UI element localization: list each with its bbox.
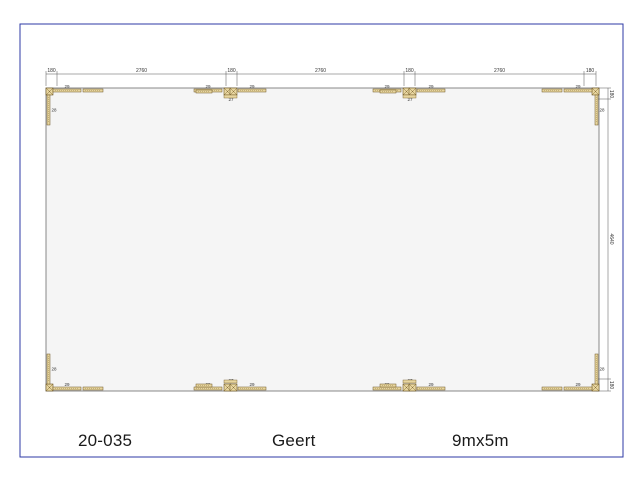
post-plate xyxy=(223,94,238,99)
dimension-lines: 180 2760 180 2760 180 2760 180 180 4640 180 xyxy=(45,68,614,392)
post-cross xyxy=(229,87,238,96)
beam-label: 29 xyxy=(249,84,255,89)
post-label: 27 xyxy=(407,97,413,102)
project-number: 20-035 xyxy=(78,431,133,450)
post-cross xyxy=(591,87,600,96)
floor-outline xyxy=(45,87,600,392)
beam-label: 29 xyxy=(575,382,581,387)
top-dimension-label: 2760 xyxy=(494,68,505,74)
top-dimension-label: 180 xyxy=(586,68,595,74)
beam-label: 29 xyxy=(428,84,434,89)
post-cross xyxy=(45,383,54,392)
top-dimension-label: 180 xyxy=(227,68,236,74)
top-dimension-label: 180 xyxy=(405,68,414,74)
drawing-frame xyxy=(19,23,624,458)
right-dimension-label: 180 xyxy=(608,381,614,390)
post-cross xyxy=(408,87,417,96)
beam-label: 29 xyxy=(428,382,434,387)
post-cross xyxy=(45,87,54,96)
post-label: 27 xyxy=(228,97,234,102)
client-name: Geert xyxy=(272,431,316,450)
beam-label: 29 xyxy=(249,382,255,387)
top-dimension-label: 180 xyxy=(47,68,56,74)
timber-members: 2928292829282928292927292927292927292927 xyxy=(45,84,605,392)
beam-label: 28 xyxy=(599,108,605,113)
post-plate xyxy=(402,379,417,384)
beam-label: 29 xyxy=(205,84,211,89)
right-dimension-label: 180 xyxy=(608,90,614,99)
beam-label: 28 xyxy=(51,367,57,372)
beam-label: 28 xyxy=(599,367,605,372)
top-dimension-label: 2760 xyxy=(136,68,147,74)
beam-label: 28 xyxy=(51,108,57,113)
right-dimension-label: 4640 xyxy=(608,233,614,244)
top-dimension-label: 2760 xyxy=(315,68,326,74)
post-plate xyxy=(402,94,417,99)
size-label: 9mx5m xyxy=(452,431,509,450)
post-cross xyxy=(229,383,238,392)
beam-label: 29 xyxy=(64,84,70,89)
post-plate xyxy=(223,379,238,384)
beam-label: 29 xyxy=(575,84,581,89)
post-cross xyxy=(408,383,417,392)
beam-label: 29 xyxy=(64,382,70,387)
post-cross xyxy=(591,383,600,392)
beam-label: 29 xyxy=(384,84,390,89)
